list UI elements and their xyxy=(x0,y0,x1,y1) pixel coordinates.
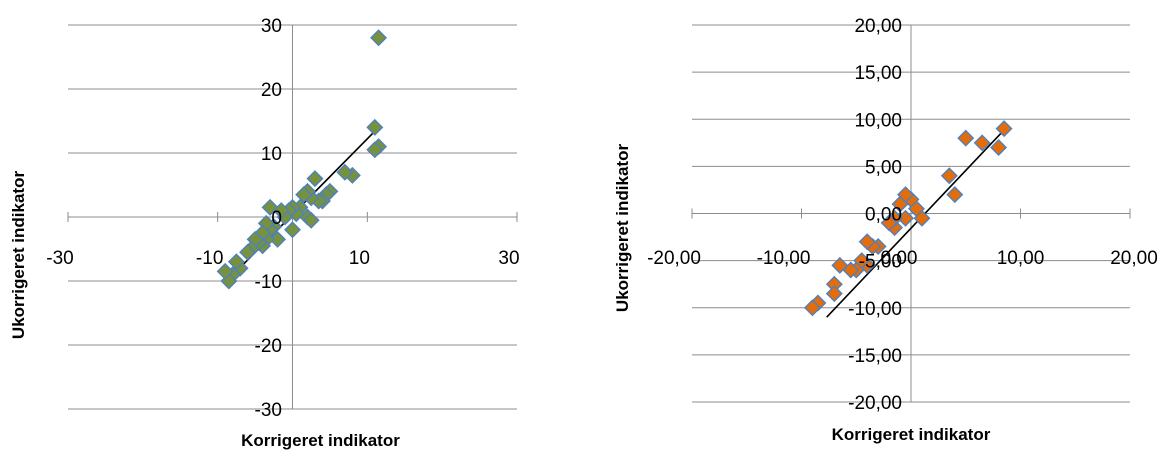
y-tick-label: -10,00 xyxy=(848,299,902,320)
y-tick-label: 0 xyxy=(271,208,282,229)
y-tick-label: -15,00 xyxy=(848,346,902,367)
y-tick-label: 0,00 xyxy=(865,205,902,226)
data-point xyxy=(284,221,301,239)
x-tick-label: 20,00 xyxy=(1110,248,1158,269)
data-point xyxy=(946,186,964,204)
y-tick-label: -10 xyxy=(255,272,282,293)
y-tick-label: 30 xyxy=(261,16,282,37)
y-tick-label: -5,00 xyxy=(859,252,902,273)
y-tick-label: -20 xyxy=(255,336,282,357)
data-point xyxy=(858,233,876,251)
x-tick-label: -30 xyxy=(46,248,73,269)
x-tick-label: -20,00 xyxy=(647,248,701,269)
x-axis-title: Korrigeret indikator xyxy=(832,425,991,444)
y-axis-title: Ukorrigeret indikator xyxy=(613,144,632,313)
y-tick-label: 10,00 xyxy=(854,110,902,131)
data-point xyxy=(295,186,313,204)
chart-right: 20,0015,0010,005,000,00-5,00-10,00-15,00… xyxy=(613,16,1158,444)
y-tick-label: 15,00 xyxy=(854,63,902,84)
x-tick-label: -10,00 xyxy=(757,248,811,269)
data-point xyxy=(227,253,245,271)
x-tick-label: 0,00 xyxy=(881,248,918,269)
x-axis-title: Korrigeret indikator xyxy=(241,431,400,450)
chart-left: 30 20 10 0 -10 -20 -30 -30 -10 10 30 Korrigeret ind… xyxy=(9,16,520,450)
data-point xyxy=(973,134,991,152)
data-point xyxy=(825,285,843,303)
data-point xyxy=(366,118,384,136)
data-point xyxy=(306,170,324,188)
data-point xyxy=(302,211,320,229)
data-point xyxy=(336,163,354,181)
data-point xyxy=(803,299,821,317)
data-point xyxy=(261,198,279,216)
y-axis-title: Ukorrigeret indikator xyxy=(9,171,28,340)
y-tick-label: 20,00 xyxy=(854,16,902,37)
data-point xyxy=(957,129,975,147)
y-tick-label: 10 xyxy=(261,144,282,165)
data-point xyxy=(366,141,384,159)
data-point xyxy=(239,243,257,261)
y-tick-label: 5,00 xyxy=(865,157,902,178)
data-point xyxy=(995,120,1013,138)
x-tick-label: 10 xyxy=(349,248,370,269)
y-tick-label: 20 xyxy=(261,80,282,101)
data-point xyxy=(831,256,849,274)
y-tick-label: -20,00 xyxy=(848,393,902,414)
x-tick-label: -10 xyxy=(196,248,223,269)
data-point xyxy=(940,167,958,185)
data-point xyxy=(990,139,1008,157)
trendline xyxy=(826,127,1007,318)
data-point xyxy=(216,262,234,280)
y-tick-label: -30 xyxy=(255,400,282,421)
data-point xyxy=(370,29,388,47)
x-tick-label: 10,00 xyxy=(997,248,1045,269)
data-point xyxy=(880,214,898,232)
data-point xyxy=(269,230,287,248)
x-tick-label: 30 xyxy=(498,248,519,269)
data-point xyxy=(891,195,909,213)
